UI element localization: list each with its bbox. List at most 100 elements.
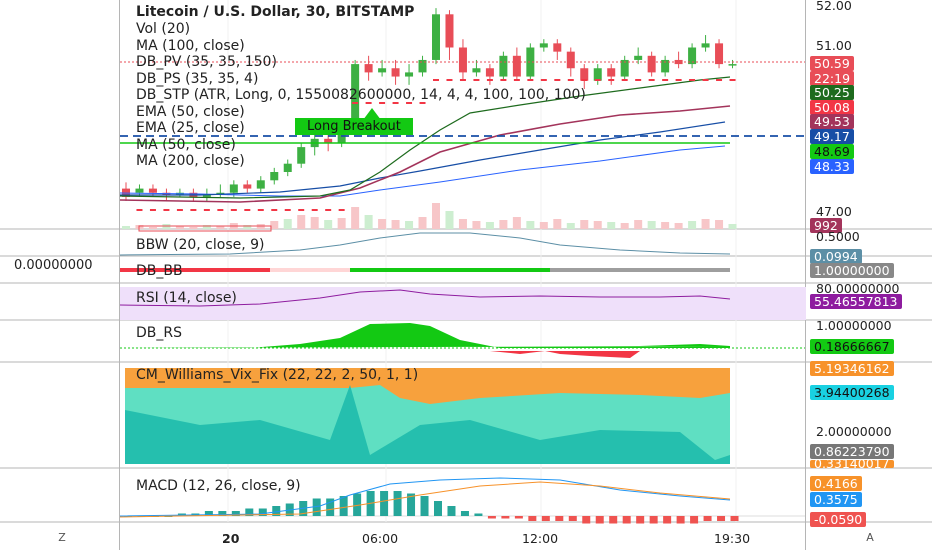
macd-bar <box>258 508 267 516</box>
macd-label[interactable]: MACD (12, 26, close, 9) <box>136 478 301 494</box>
volume-bar <box>432 203 440 229</box>
price-tag: 48.33 <box>810 159 854 174</box>
vix-tag: 0.33140017 <box>810 460 894 468</box>
macd-bar <box>272 506 281 516</box>
candle <box>432 14 440 60</box>
indicator-legend-item[interactable]: DB_STP (ATR, Long, 0, 1550082600000, 14,… <box>136 87 586 103</box>
range-box <box>138 225 272 232</box>
indicator-legend-item[interactable]: EMA (50, close) <box>136 103 245 120</box>
indicator-legend-item[interactable]: DB_PV (35, 35, 150) <box>136 54 277 70</box>
macd-bar <box>514 516 523 519</box>
indicator-legend-item[interactable]: MA (100, close) <box>136 37 245 54</box>
candle <box>539 43 548 48</box>
candle <box>243 184 252 189</box>
candle <box>351 64 360 131</box>
volume-bar <box>512 217 521 229</box>
volume-bar <box>647 221 656 229</box>
volume-bar <box>688 221 697 229</box>
volume-bar <box>499 220 508 229</box>
price-tick: 52.00 <box>816 0 852 13</box>
candle <box>688 47 697 65</box>
vix-tag: 0.86223790 <box>810 444 894 459</box>
candle <box>485 68 494 77</box>
candle <box>593 68 602 81</box>
candle <box>620 59 629 77</box>
macd-bar <box>609 516 618 524</box>
macd-bar <box>339 496 348 516</box>
zoom-button[interactable]: Z <box>58 531 66 544</box>
candle <box>674 59 683 65</box>
candle <box>499 55 508 77</box>
dbbb-label[interactable]: DB_BB <box>136 263 183 279</box>
price-tag: 49.17 <box>810 129 854 144</box>
macd-bar <box>649 516 658 524</box>
candle <box>566 51 575 69</box>
dbbb-bar <box>270 268 350 272</box>
indicator-legend-item[interactable]: EMA (25, close) <box>136 120 245 136</box>
volume-bar <box>445 211 454 229</box>
volume-bar <box>526 221 535 229</box>
price-tag: 22:19 <box>810 71 855 86</box>
volume-bar <box>122 226 130 229</box>
macd-bar <box>380 491 389 516</box>
bbw-tick: 0.5000 <box>816 229 860 244</box>
volume-bar <box>674 223 683 229</box>
candle <box>512 55 521 77</box>
volume-bar <box>634 220 643 229</box>
macd-bar <box>231 511 240 516</box>
indicator-legend-item[interactable]: MA (200, close) <box>136 153 245 169</box>
macd-bar <box>541 516 550 521</box>
candle <box>634 55 643 60</box>
candle <box>607 68 616 77</box>
macd-bar <box>703 516 712 521</box>
auto-scale-button[interactable]: A <box>866 531 874 544</box>
macd-bar <box>730 516 739 521</box>
macd-bar <box>407 493 416 516</box>
volume-bar <box>405 221 414 229</box>
dbrs-tick: 1.00000000 <box>816 318 892 333</box>
volume-bar <box>310 217 319 229</box>
indicator-legend-item[interactable]: MA (50, close) <box>136 136 236 153</box>
ma-line <box>120 121 726 196</box>
macd-tag: 0.4166 <box>810 476 862 491</box>
candle <box>256 180 265 189</box>
rsi-tick: 80.00000000 <box>816 281 900 296</box>
candle <box>661 59 670 73</box>
time-label: 12:00 <box>522 531 559 546</box>
macd-bar <box>690 516 699 524</box>
dbbb-bar <box>350 268 550 272</box>
candle <box>458 47 467 73</box>
volume-bar <box>324 220 333 229</box>
dbrs-label[interactable]: DB_RS <box>136 325 182 341</box>
rsi-label[interactable]: RSI (14, close) <box>136 290 237 306</box>
macd-bar <box>460 511 469 516</box>
candle <box>270 172 279 181</box>
dbbb-bar <box>550 268 730 272</box>
price-tag: 48.69 <box>810 144 854 159</box>
candle <box>553 43 562 52</box>
candle <box>701 43 710 48</box>
signal-line <box>119 481 731 518</box>
candle <box>378 68 387 73</box>
price-tag: 50.59 <box>810 56 854 71</box>
vix-label[interactable]: CM_Williams_Vix_Fix (22, 22, 2, 50, 1, 1… <box>136 367 419 383</box>
volume-bar <box>593 221 602 229</box>
volume-bar <box>378 219 387 229</box>
candle <box>472 68 481 73</box>
macd-tag: 0.3575 <box>810 492 862 507</box>
indicator-legend-item[interactable]: DB_PS (35, 35, 4) <box>136 70 259 87</box>
macd-bar <box>487 516 496 519</box>
volume-bar <box>270 221 279 229</box>
volume-bar <box>472 221 481 229</box>
macd-bar <box>447 506 456 516</box>
volume-bar <box>216 226 225 229</box>
indicator-legend-item[interactable]: Vol (20) <box>136 21 191 37</box>
bbw-label[interactable]: BBW (20, close, 9) <box>136 237 265 253</box>
macd-bar <box>353 493 362 516</box>
ma-line <box>119 145 726 197</box>
macd-bar <box>555 516 564 521</box>
volume-bar <box>175 226 184 229</box>
volume-bar <box>607 222 616 229</box>
candle <box>405 72 414 77</box>
